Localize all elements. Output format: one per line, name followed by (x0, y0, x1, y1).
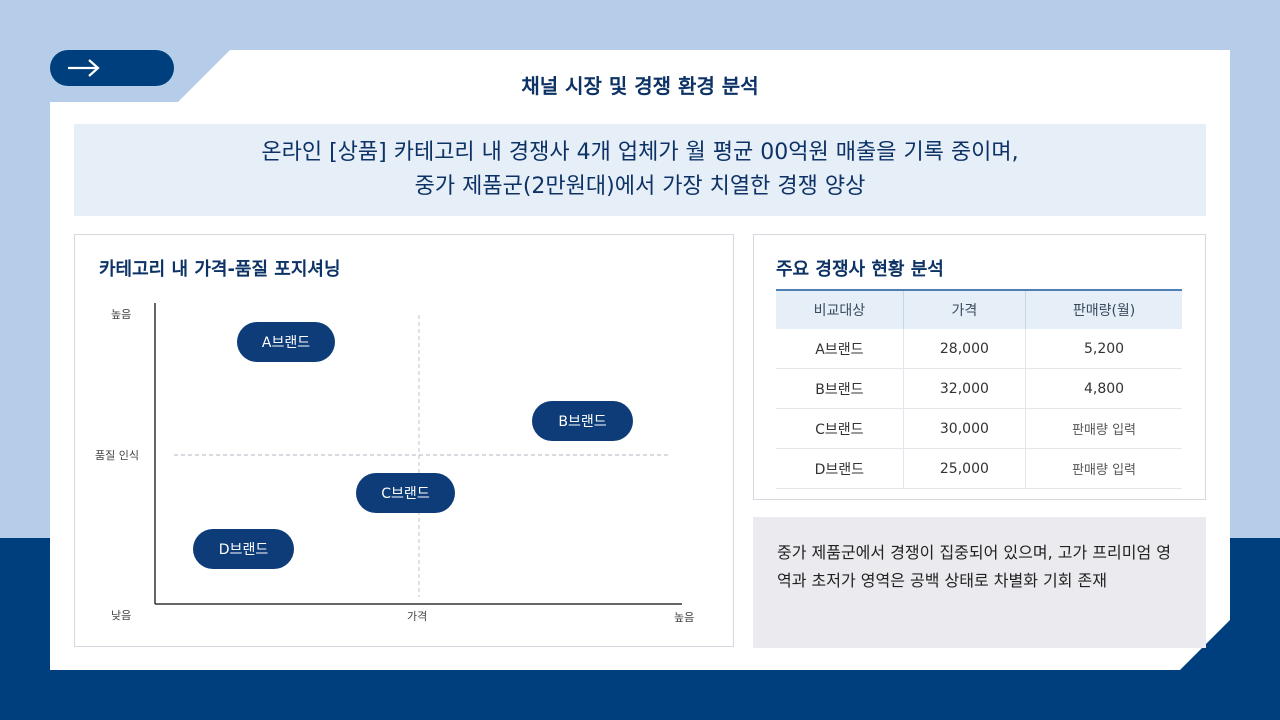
table-header-row: 비교대상 가격 판매량(월) (776, 289, 1182, 329)
banner-line-2: 중가 제품군(2만원대)에서 가장 치열한 경쟁 양상 (414, 174, 866, 199)
y-axis-top-label: 높음 (111, 308, 132, 321)
competitor-table-panel: 주요 경쟁사 현황 분석 비교대상 가격 판매량(월) A브랜드 28,000 … (753, 234, 1206, 500)
cell-sales: 판매량 입력 (1025, 408, 1182, 449)
cell-brand: B브랜드 (776, 368, 904, 409)
page-title: 채널 시장 및 경쟁 환경 분석 (521, 74, 759, 98)
cell-price: 30,000 (903, 408, 1027, 449)
positioning-chart-panel: 카테고리 내 가격-품질 포지셔닝 높음 품질 인식 낮음 가격 높음 A브랜드… (74, 234, 734, 647)
insight-note: 중가 제품군에서 경쟁이 집중되어 있으며, 고가 프리미엄 영역과 초저가 영… (753, 517, 1206, 648)
summary-banner: 온라인 [상품] 카테고리 내 경쟁사 4개 업체가 월 평균 00억원 매출을… (74, 124, 1206, 216)
cell-sales: 4,800 (1025, 368, 1182, 409)
header-price: 가격 (903, 289, 1027, 329)
chart-title: 카테고리 내 가격-품질 포지셔닝 (99, 259, 341, 280)
competitor-table: 비교대상 가격 판매량(월) A브랜드 28,000 5,200 B브랜드 32… (776, 289, 1182, 489)
y-axis-bottom-label: 낮음 (111, 609, 132, 622)
positioning-chart (154, 303, 682, 605)
cell-price: 28,000 (903, 329, 1027, 369)
header-sales: 판매량(월) (1025, 289, 1182, 329)
cell-price: 32,000 (903, 368, 1027, 409)
table-title: 주요 경쟁사 현황 분석 (776, 259, 944, 280)
table-row: A브랜드 28,000 5,200 (776, 329, 1182, 369)
header-compare: 비교대상 (776, 289, 904, 329)
point-c-brand: C브랜드 (356, 473, 455, 513)
point-a-brand: A브랜드 (237, 322, 335, 362)
table-row: D브랜드 25,000 판매량 입력 (776, 448, 1182, 489)
cell-sales: 판매량 입력 (1025, 448, 1182, 489)
arrow-right-icon (68, 59, 100, 77)
y-axis-label: 품질 인식 (95, 449, 139, 462)
banner-line-1: 온라인 [상품] 카테고리 내 경쟁사 4개 업체가 월 평균 00억원 매출을… (261, 140, 1019, 165)
x-axis-label: 가격 (407, 610, 428, 623)
point-d-brand: D브랜드 (193, 529, 294, 569)
table-row: C브랜드 30,000 판매량 입력 (776, 408, 1182, 449)
cell-brand: D브랜드 (776, 448, 904, 489)
cell-brand: C브랜드 (776, 408, 904, 449)
x-axis-right-label: 높음 (674, 611, 695, 624)
next-arrow-button[interactable] (50, 50, 174, 86)
point-b-brand: B브랜드 (532, 401, 633, 441)
cell-price: 25,000 (903, 448, 1027, 489)
cell-sales: 5,200 (1025, 329, 1182, 369)
cell-brand: A브랜드 (776, 329, 904, 369)
table-row: B브랜드 32,000 4,800 (776, 368, 1182, 409)
